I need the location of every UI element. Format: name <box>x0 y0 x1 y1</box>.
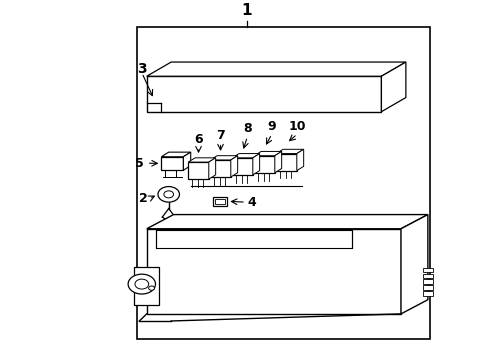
Polygon shape <box>188 158 215 162</box>
Bar <box>212 197 227 206</box>
Polygon shape <box>210 156 237 160</box>
Bar <box>422 285 432 290</box>
Polygon shape <box>232 154 259 158</box>
Bar <box>422 279 432 284</box>
Polygon shape <box>254 152 281 156</box>
Text: 10: 10 <box>288 120 305 133</box>
Polygon shape <box>274 152 281 173</box>
Bar <box>422 291 432 296</box>
Polygon shape <box>230 156 237 177</box>
Text: 7: 7 <box>216 129 224 141</box>
Polygon shape <box>252 154 259 175</box>
Circle shape <box>128 274 155 294</box>
Text: 6: 6 <box>194 133 203 146</box>
Text: 5: 5 <box>135 157 143 170</box>
Bar <box>137 27 429 339</box>
Polygon shape <box>146 62 405 76</box>
Polygon shape <box>146 215 427 229</box>
Bar <box>215 199 224 204</box>
Circle shape <box>158 186 179 202</box>
Bar <box>156 230 351 248</box>
Text: 2: 2 <box>139 192 147 205</box>
Bar <box>134 267 159 305</box>
Bar <box>276 154 296 171</box>
Polygon shape <box>183 152 190 170</box>
Circle shape <box>148 286 154 290</box>
Bar <box>422 274 432 278</box>
Polygon shape <box>276 149 303 154</box>
Bar <box>210 160 230 177</box>
Text: 8: 8 <box>243 122 251 135</box>
Bar <box>188 162 208 179</box>
Bar <box>232 158 252 175</box>
Polygon shape <box>296 149 303 171</box>
Bar <box>254 156 274 173</box>
Text: 4: 4 <box>246 195 255 209</box>
Circle shape <box>135 279 148 289</box>
Polygon shape <box>161 152 190 157</box>
Polygon shape <box>208 158 215 179</box>
Bar <box>161 157 183 170</box>
Text: 3: 3 <box>137 62 146 76</box>
Bar <box>146 76 381 112</box>
Circle shape <box>163 191 173 198</box>
Polygon shape <box>400 215 427 314</box>
Bar <box>146 229 400 314</box>
Text: 1: 1 <box>241 3 252 18</box>
Text: 9: 9 <box>267 120 276 133</box>
Bar <box>422 267 432 272</box>
Polygon shape <box>381 62 405 112</box>
